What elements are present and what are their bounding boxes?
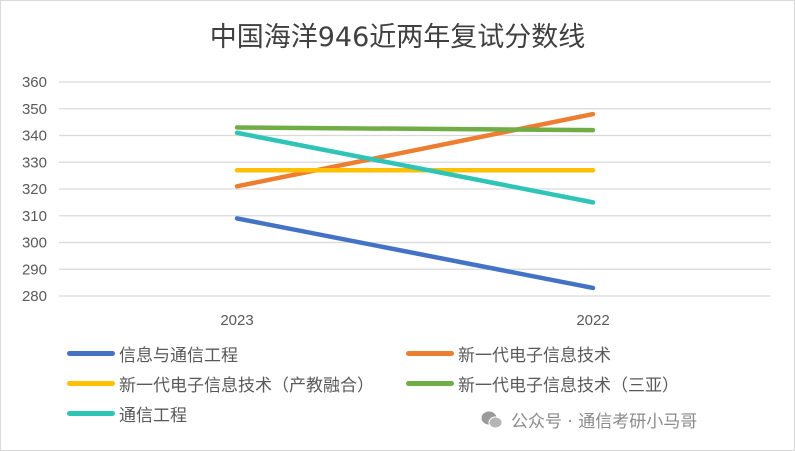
legend-swatch	[406, 381, 454, 386]
legend-item: 新一代电子信息技术	[406, 341, 611, 366]
series-line-4	[234, 130, 596, 205]
legend-swatch	[67, 351, 115, 356]
legend-item: 信息与通信工程	[67, 341, 238, 366]
y-tick-label: 310	[22, 208, 47, 225]
y-tick-label: 330	[22, 154, 47, 171]
series-line-1	[234, 111, 596, 189]
legend-label: 新一代电子信息技术（三亚）	[458, 376, 679, 396]
y-tick-label: 320	[22, 181, 47, 198]
y-tick-label: 360	[22, 74, 47, 91]
x-tick-label: 2023	[220, 312, 253, 329]
legend-label: 新一代电子信息技术	[458, 346, 611, 366]
series-line-0	[234, 216, 596, 291]
legend-label: 信息与通信工程	[119, 346, 238, 366]
series-line-3	[234, 125, 596, 133]
legend-label: 通信工程	[119, 406, 187, 426]
legend-swatch	[67, 381, 115, 386]
watermark: 公众号 · 通信考研小马哥	[481, 407, 697, 432]
y-tick-label: 290	[22, 261, 47, 278]
y-tick-label: 300	[22, 235, 47, 252]
y-tick-label: 350	[22, 101, 47, 118]
wechat-icon	[481, 411, 503, 428]
legend-swatch	[67, 411, 115, 416]
legend-label: 新一代电子信息技术（产教融合）	[119, 376, 374, 396]
chart-title: 中国海洋946近两年复试分数线	[209, 22, 586, 53]
y-tick-label: 340	[22, 128, 47, 145]
y-tick-label: 280	[22, 288, 47, 305]
legend-swatch	[406, 351, 454, 356]
legend-item: 新一代电子信息技术（三亚）	[406, 371, 679, 396]
legend-item: 通信工程	[67, 401, 187, 426]
legend-item: 新一代电子信息技术（产教融合）	[67, 371, 374, 396]
watermark-text: 公众号 · 通信考研小马哥	[511, 412, 698, 432]
x-tick-label: 2022	[576, 312, 609, 329]
